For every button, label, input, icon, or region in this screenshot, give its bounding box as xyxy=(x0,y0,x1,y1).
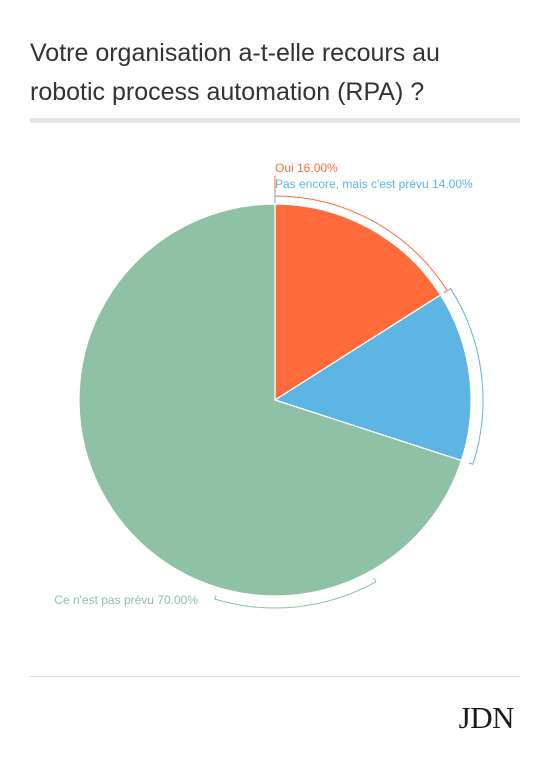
pie-slice-2 xyxy=(273,294,472,462)
slice-label-3: Ce n'est pas prévu 70.00% xyxy=(54,593,198,607)
slice-label-1: Oui 16.00% xyxy=(275,161,338,175)
slice-bracket-2 xyxy=(446,287,484,465)
pie-slice-1 xyxy=(274,203,442,402)
jdn-logo: JDN xyxy=(458,700,515,735)
pie-slice-3 xyxy=(78,203,463,597)
chart-title: Votre organisation a-t-elle recours au r… xyxy=(30,39,440,106)
slice-bracket-3 xyxy=(214,578,377,609)
title-divider xyxy=(30,118,520,123)
slice-label-2: Pas encore, mais c'est prévu 14.00% xyxy=(275,177,473,191)
footer-divider xyxy=(30,676,520,677)
slice-bracket-1 xyxy=(274,195,448,294)
